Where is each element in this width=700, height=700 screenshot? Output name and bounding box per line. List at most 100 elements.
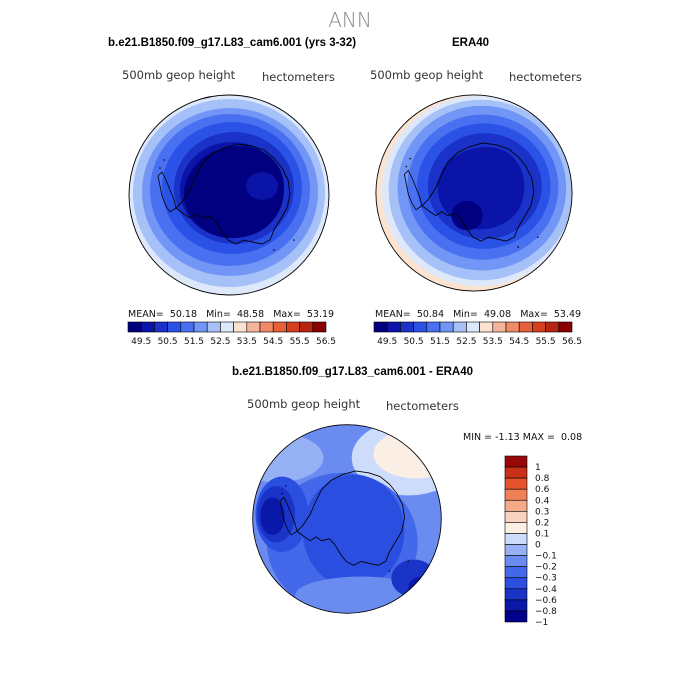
panel2-colorbar-swatch-14 — [545, 321, 560, 333]
panel2-mean: 50.84 — [416, 309, 445, 320]
panel3-colorbar-swatch-6 — [504, 511, 528, 523]
panel2-colorbar-swatch-5 — [426, 321, 441, 333]
panel1-max: 53.19 — [306, 309, 335, 320]
panel2-island-1 — [409, 157, 412, 160]
panel2-map — [375, 94, 573, 292]
panel2-colorbar-tick-5: 53.5 — [483, 337, 503, 347]
panel1-coastline — [175, 143, 291, 245]
panel1-colorbar-swatch-2 — [140, 321, 155, 333]
panel2-max-label: Max= — [520, 309, 548, 320]
panel3-max: 0.08 — [560, 432, 583, 443]
panel1-island-2 — [159, 167, 161, 169]
panel2-colorbar: 49.5 50.5 51.5 52.5 53.5 54.5 55.5 56.5 — [373, 321, 582, 347]
panel2-colorbar-tick-2: 50.5 — [404, 337, 424, 347]
panel3-colorbar-tick-12: −0.4 — [535, 585, 557, 595]
panel3-colorbar-tick-10: −0.2 — [535, 563, 557, 573]
panel2-stats: MEAN= 50.84 Min= 49.08 Max= 53.49 — [375, 309, 581, 320]
panel2-colorbar-swatch-11 — [505, 321, 520, 333]
panel2-peninsula — [403, 169, 423, 211]
panel1-island-1 — [163, 159, 165, 161]
panel2-colorbar-tick-4: 52.5 — [456, 337, 476, 347]
panel3-variable-label: 500mb geop height — [247, 397, 361, 411]
panel1-mean-label: MEAN= — [128, 309, 164, 320]
panel2-colorbar-swatch-4 — [413, 321, 428, 333]
panel2-island-2 — [405, 165, 408, 168]
panel3-colorbar-swatch-14 — [504, 599, 528, 612]
panel2-colorbar-swatch-1 — [373, 321, 388, 333]
panel2-colorbar-tick-1: 49.5 — [377, 337, 397, 347]
panel1-colorbar-swatch-6 — [193, 321, 208, 333]
panel3-peninsula — [279, 496, 298, 536]
panel2-colorbar-swatch-12 — [518, 321, 533, 333]
panel3-min: -1.13 — [495, 432, 520, 443]
panel3-frame — [252, 424, 442, 614]
panel2-colorbar-swatch-6 — [439, 321, 454, 333]
panel2-min: 49.08 — [483, 309, 512, 320]
panel3-colorbar-swatch-4 — [504, 488, 528, 501]
panel3-colorbar-swatch-10 — [504, 555, 528, 567]
panel2-title: ERA40 — [452, 37, 490, 49]
panel1-colorbar-tick-3: 51.5 — [184, 337, 204, 347]
panel3-colorbar-swatch-12 — [504, 577, 528, 590]
panel1-colorbar: 49.5 50.5 51.5 52.5 53.5 54.5 55.5 56.5 — [127, 321, 336, 347]
panel1-max-label: Max= — [273, 309, 301, 320]
panel1-frame — [128, 94, 330, 296]
panel3-colorbar-swatch-13 — [504, 588, 528, 601]
panel3-colorbar-tick-3: 0.6 — [535, 485, 550, 495]
panel1-island-3 — [273, 249, 275, 251]
panel3-colorbar-swatch-7 — [504, 522, 528, 534]
panel1-colorbar-swatch-1 — [127, 321, 142, 333]
panel1-colorbar-tick-8: 56.5 — [316, 337, 336, 347]
panel1-colorbar-tick-7: 55.5 — [290, 337, 310, 347]
panel1-island-4 — [293, 239, 295, 241]
panel2-colorbar-tick-3: 51.5 — [430, 337, 450, 347]
panel1-variable-label: 500mb geop height — [122, 68, 236, 82]
panel2-colorbar-swatch-3 — [400, 321, 414, 333]
panel2-colorbar-swatch-15 — [558, 321, 573, 333]
panel3-colorbar-tick-14: −0.8 — [535, 607, 557, 617]
panel1-contour-8 — [246, 172, 278, 200]
panel1-colorbar-tick-4: 52.5 — [210, 337, 230, 347]
panel2-colorbar-tick-6: 54.5 — [509, 337, 529, 347]
panel2-max: 53.49 — [553, 309, 582, 320]
panel3-island-3 — [388, 570, 391, 572]
panel3-contour-11 — [408, 576, 435, 600]
panel3-title: b.e21.B1850.f09_g17.L83_cam6.001 - ERA40 — [232, 366, 474, 378]
panel1-stats: MEAN= 50.18 Min= 48.58 Max= 53.19 — [128, 309, 334, 320]
panel3-colorbar-tick-15: −1 — [535, 618, 548, 628]
panel2-colorbar-swatch-2 — [386, 321, 401, 333]
panel2-colorbar-tick-8: 56.5 — [562, 337, 582, 347]
panel1-colorbar-swatch-9 — [233, 321, 248, 333]
panel1-colorbar-swatch-12 — [272, 321, 287, 333]
panel3-colorbar-tick-5: 0.3 — [535, 507, 549, 517]
panel2-colorbar-swatch-13 — [532, 321, 546, 333]
panel1-colorbar-swatch-8 — [220, 321, 234, 333]
panel1-colorbar-swatch-15 — [312, 321, 327, 333]
panel3-colorbar-tick-2: 0.8 — [535, 474, 550, 484]
panel1-colorbar-tick-1: 49.5 — [131, 337, 151, 347]
panel1-colorbar-swatch-4 — [167, 321, 182, 333]
panel2-min-label: Min= — [453, 309, 478, 320]
panel2-island-4 — [536, 236, 539, 238]
panel3-island-2 — [281, 492, 283, 495]
panel2-units-label: hectometers — [509, 70, 582, 84]
panel3-min-label: MIN = — [463, 432, 493, 443]
panel1-units-label: hectometers — [262, 70, 335, 84]
panel3-colorbar-tick-4: 0.4 — [535, 496, 550, 506]
panel1-contour-7 — [183, 146, 285, 239]
panel2-variable-label: 500mb geop height — [370, 68, 484, 82]
panel2-coastline — [421, 142, 535, 242]
panel3-colorbar-swatch-5 — [504, 499, 528, 512]
panel3-colorbar: 10.80.60.40.30.20.1 0−0.1−0.2−0.3−0.4−0.6… — [504, 455, 557, 628]
panel1-colorbar-tick-5: 53.5 — [237, 337, 257, 347]
panel3-contour-8 — [260, 497, 285, 536]
panel3-colorbar-swatch-15 — [504, 610, 528, 623]
panel1-mean: 50.18 — [169, 309, 198, 320]
panel1-colorbar-tick-6: 54.5 — [263, 337, 283, 347]
panel3-colorbar-swatch-9 — [504, 544, 528, 556]
panel2-colorbar-swatch-7 — [452, 321, 467, 333]
panel2-contour-8 — [451, 200, 483, 231]
panel1-colorbar-swatch-11 — [259, 321, 274, 333]
panel3-island-4 — [407, 560, 410, 563]
panel1-colorbar-swatch-10 — [246, 321, 261, 333]
